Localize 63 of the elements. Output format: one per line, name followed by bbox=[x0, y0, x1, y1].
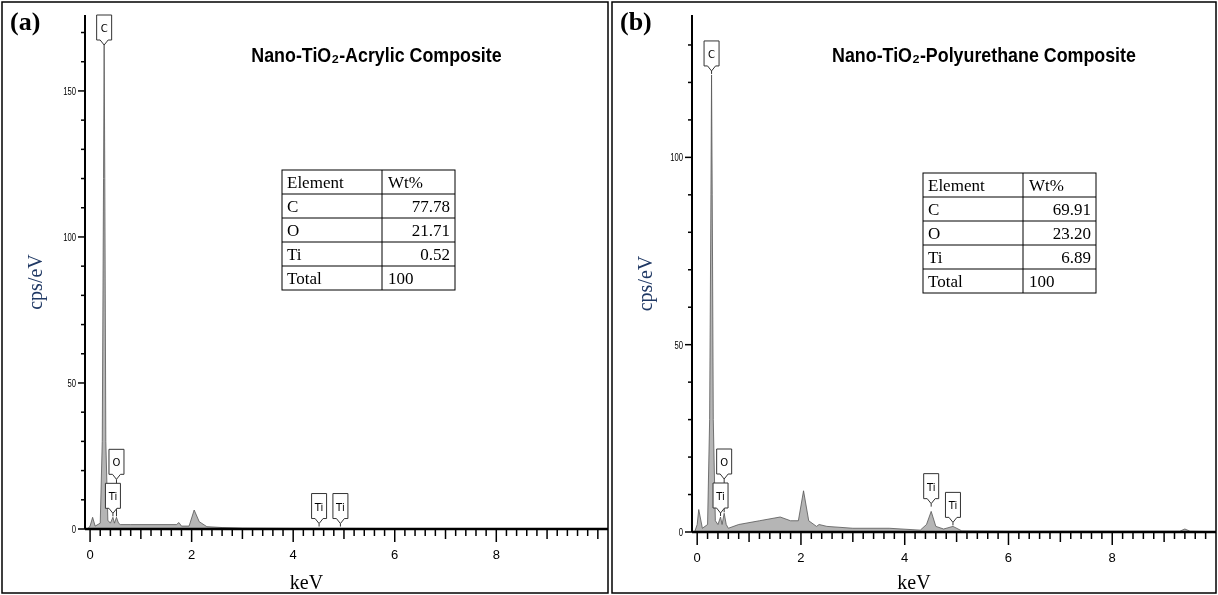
annotation: 0.52 bbox=[420, 245, 450, 264]
annotation: 77.78 bbox=[411, 197, 450, 216]
annotation: Ti bbox=[107, 491, 118, 503]
x-tick-label: 2 bbox=[797, 550, 805, 565]
annotation: 69.91 bbox=[1052, 200, 1091, 219]
y-tick-label: 0 bbox=[71, 522, 76, 536]
text: Nano-TiO₂-Polyurethane Composite bbox=[832, 42, 1137, 67]
x-tick-label: 2 bbox=[188, 547, 196, 562]
annotation: 6.89 bbox=[1061, 248, 1091, 267]
annotation: Ti bbox=[287, 245, 302, 264]
annotation: Ti bbox=[335, 501, 345, 513]
annotation: Total bbox=[928, 272, 963, 291]
annotation: Element bbox=[928, 176, 985, 195]
peak-tag: Ti bbox=[923, 473, 940, 508]
annotation: Ti bbox=[928, 248, 943, 267]
peak-tag: Ti bbox=[104, 482, 121, 517]
y-tick-label: 100 bbox=[63, 230, 76, 244]
y-axis-title: cps/eV bbox=[24, 253, 47, 310]
text: Nano-TiO₂-Acrylic Composite bbox=[251, 42, 502, 67]
y-tick-label: 100 bbox=[670, 150, 683, 164]
annotation: Ti bbox=[313, 501, 324, 513]
annotation: Total bbox=[287, 269, 322, 288]
text: (b) bbox=[620, 7, 652, 36]
y-tick-label: 50 bbox=[674, 338, 683, 351]
annotation: 23.20 bbox=[1052, 224, 1091, 243]
peak-tag: Ti bbox=[712, 482, 729, 517]
peak-tag: C bbox=[96, 14, 113, 46]
annotation: 100 bbox=[388, 269, 414, 288]
text: (a) bbox=[10, 7, 41, 36]
annotation: O bbox=[287, 221, 300, 240]
x-axis-title: keV bbox=[897, 571, 932, 593]
x-tick-label: 4 bbox=[901, 550, 909, 565]
x-tick-label: 6 bbox=[1004, 550, 1013, 565]
annotation: C bbox=[928, 200, 940, 219]
x-tick-label: 8 bbox=[492, 547, 500, 562]
x-tick-label: 6 bbox=[391, 547, 399, 562]
y-tick-label: 150 bbox=[63, 84, 76, 98]
annotation: C bbox=[100, 23, 108, 34]
annotation: Ti bbox=[925, 481, 936, 493]
peak-tag: C bbox=[703, 40, 720, 75]
x-tick-label: 8 bbox=[1108, 550, 1116, 565]
y-axis-title: cps/eV bbox=[634, 255, 657, 312]
peak-tag: Ti bbox=[944, 491, 961, 526]
x-axis-title: keV bbox=[289, 571, 324, 593]
annotation: O bbox=[112, 457, 121, 469]
annotation: C bbox=[287, 197, 299, 216]
annotation: Ti bbox=[715, 491, 725, 503]
x-tick-label: 0 bbox=[86, 547, 94, 562]
x-tick-label: 4 bbox=[289, 547, 297, 562]
annotation: 100 bbox=[1029, 272, 1055, 291]
annotation: O bbox=[928, 224, 941, 243]
annotation: O bbox=[720, 457, 729, 469]
x-tick-label: 0 bbox=[693, 550, 701, 565]
annotation: Wt% bbox=[1029, 176, 1064, 195]
peak-tag: Ti bbox=[311, 493, 328, 528]
annotation: C bbox=[708, 48, 716, 60]
y-tick-label: 0 bbox=[678, 525, 683, 539]
annotation: Element bbox=[287, 173, 344, 192]
peak-tag: Ti bbox=[332, 493, 349, 528]
y-tick-label: 50 bbox=[67, 376, 76, 390]
annotation: Wt% bbox=[388, 173, 423, 192]
annotation: 21.71 bbox=[411, 221, 450, 240]
annotation: Ti bbox=[947, 500, 958, 512]
